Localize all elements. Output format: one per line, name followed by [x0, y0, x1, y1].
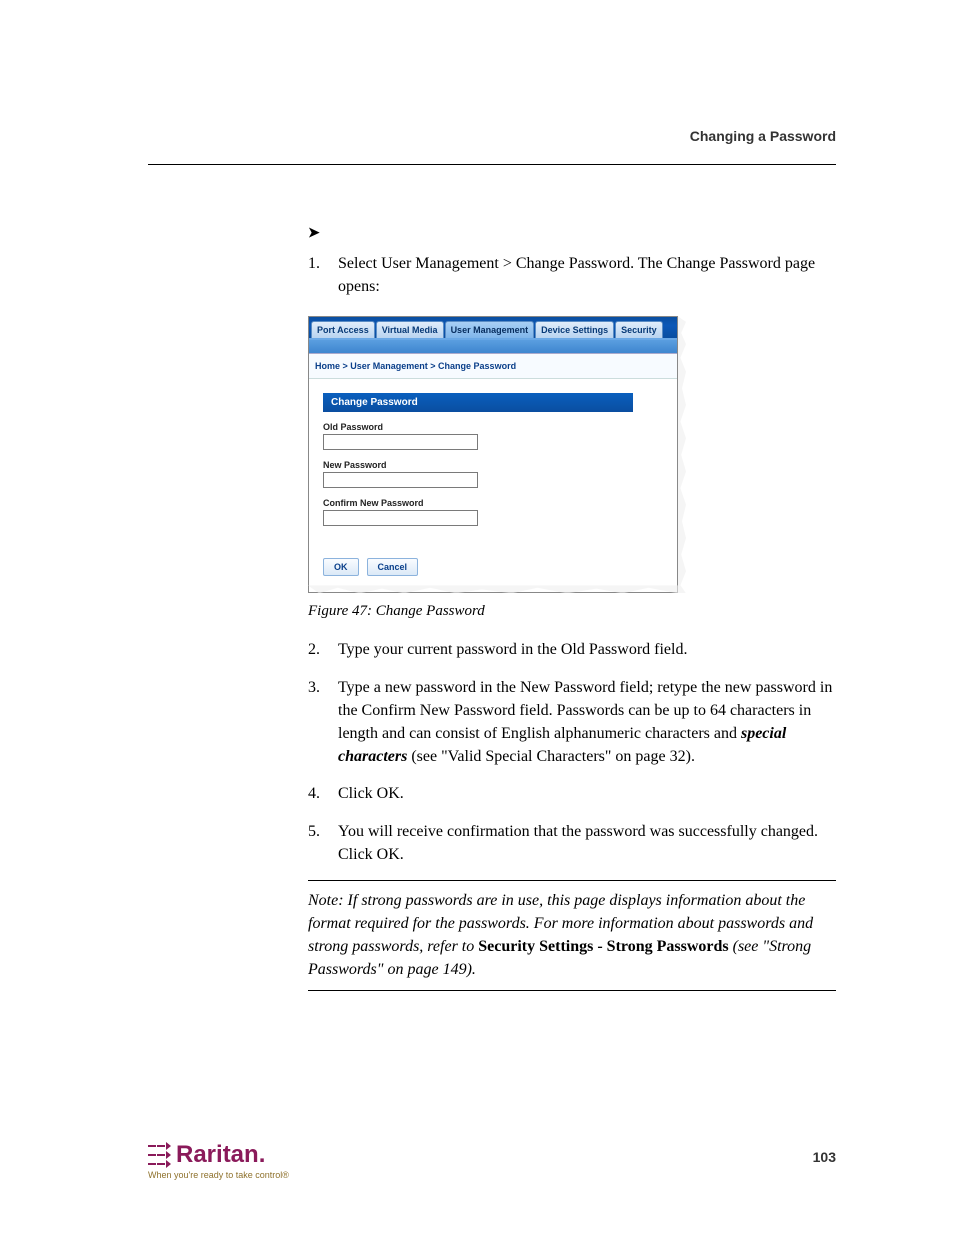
main-content: ➤ To change your password: Select User M… — [308, 165, 836, 866]
label-old-password: Old Password — [323, 422, 663, 432]
tab-port-access[interactable]: Port Access — [311, 321, 375, 338]
brand-name: Raritan. — [176, 1141, 265, 1169]
step-3-post: (see "Valid Special Characters" on page … — [407, 748, 695, 765]
torn-edge-right — [678, 316, 686, 593]
cancel-button[interactable]: Cancel — [367, 558, 419, 576]
step-1: Select User Management > Change Password… — [308, 252, 836, 298]
confirm-password-input[interactable] — [323, 510, 478, 526]
chevron-icon: ➤ — [308, 225, 836, 242]
brand-tagline: When you're ready to take control® — [148, 1170, 289, 1180]
step-5: You will receive confirmation that the p… — [308, 820, 836, 866]
ok-button[interactable]: OK — [323, 558, 359, 576]
step-2: Type your current password in the Old Pa… — [308, 638, 836, 661]
label-new-password: New Password — [323, 460, 663, 470]
step-4: Click OK. — [308, 782, 836, 805]
note-box: Note: If strong passwords are in use, th… — [308, 880, 836, 991]
figure-caption: Figure 47: Change Password — [308, 603, 836, 620]
old-password-input[interactable] — [323, 434, 478, 450]
screenshot-figure: Port Access Virtual Media User Managemen… — [308, 316, 686, 593]
logo-mark-icon — [148, 1142, 171, 1168]
header-section-title: Changing a Password — [690, 128, 836, 144]
tab-security[interactable]: Security — [615, 321, 663, 338]
brand-logo: Raritan. When you're ready to take contr… — [148, 1141, 289, 1180]
steps-list-continued: Type your current password in the Old Pa… — [308, 638, 836, 866]
page-number: 103 — [813, 1149, 836, 1165]
tab-virtual-media[interactable]: Virtual Media — [376, 321, 444, 338]
tabs-bar: Port Access Virtual Media User Managemen… — [309, 317, 677, 340]
tab-user-management[interactable]: User Management — [445, 321, 535, 338]
note-bold: Security Settings - Strong Passwords — [478, 938, 728, 955]
steps-list: Select User Management > Change Password… — [308, 252, 836, 298]
footer: Raritan. When you're ready to take contr… — [148, 1141, 289, 1180]
sub-strip — [309, 340, 677, 354]
label-confirm-password: Confirm New Password — [323, 498, 663, 508]
breadcrumb: Home > User Management > Change Password — [309, 354, 677, 379]
step-3: Type a new password in the New Password … — [308, 676, 836, 769]
panel-title: Change Password — [323, 393, 633, 412]
new-password-input[interactable] — [323, 472, 478, 488]
tab-device-settings[interactable]: Device Settings — [535, 321, 614, 338]
